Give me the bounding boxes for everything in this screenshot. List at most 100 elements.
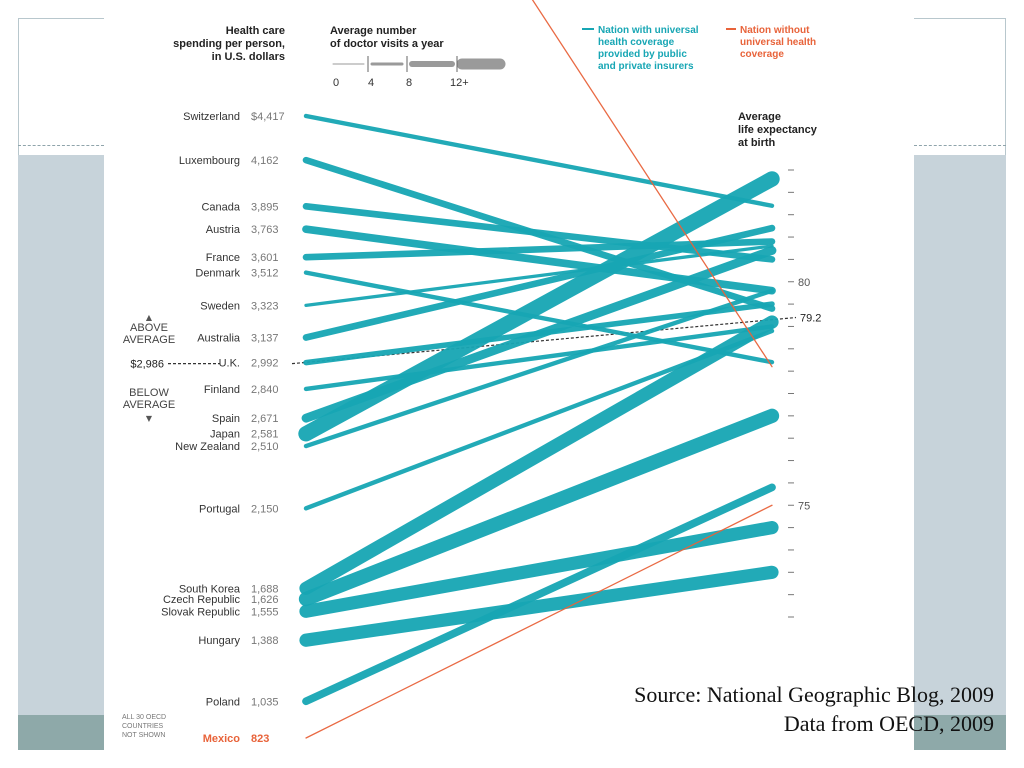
spending-value-label: 1,688 bbox=[251, 583, 279, 595]
spending-value-label: 2,581 bbox=[251, 429, 279, 441]
slide-band-right bbox=[914, 155, 1006, 750]
spending-value-label: 2,840 bbox=[251, 384, 279, 396]
legend-universal-label: provided by public bbox=[598, 49, 687, 60]
series-line bbox=[299, 520, 779, 618]
spending-value-label: 3,895 bbox=[251, 201, 279, 213]
visits-header-line: of doctor visits a year bbox=[330, 38, 444, 50]
source-line-2: Data from OECD, 2009 bbox=[783, 711, 994, 736]
below-arrow-icon: ▼ bbox=[146, 414, 153, 423]
series-line bbox=[302, 483, 776, 706]
spending-value-label: 3,601 bbox=[251, 252, 279, 264]
above-average-label: ABOVE bbox=[130, 322, 168, 334]
source-caption: Source: National Geographic Blog, 2009 D… bbox=[634, 680, 994, 738]
legend-non-universal-label: universal health bbox=[740, 37, 816, 48]
country-label: Canada bbox=[201, 201, 240, 213]
footnote-line: NOT SHOWN bbox=[122, 732, 165, 739]
right-axis-tick-label: 75 bbox=[798, 500, 810, 512]
country-label: Finland bbox=[204, 384, 240, 396]
country-label: Japan bbox=[210, 429, 240, 441]
country-label: Mexico bbox=[203, 733, 241, 745]
slide-band-left bbox=[18, 155, 104, 750]
series-line bbox=[298, 171, 780, 442]
series-line bbox=[303, 324, 775, 392]
slide-band-left-accent bbox=[18, 715, 104, 750]
footnote-line: ALL 30 OECD bbox=[122, 714, 166, 721]
country-label: New Zealand bbox=[175, 441, 240, 453]
legend-universal-label: health coverage bbox=[598, 37, 675, 48]
above-arrow-icon: ▲ bbox=[146, 313, 153, 322]
spending-header-line: in U.S. dollars bbox=[212, 51, 285, 63]
country-label: Australia bbox=[197, 333, 241, 345]
spending-value-label: 2,510 bbox=[251, 441, 279, 453]
below-average-label: BELOW bbox=[129, 387, 169, 399]
slide-divider-left bbox=[18, 145, 104, 146]
spending-value-label: 3,512 bbox=[251, 268, 279, 280]
series-line bbox=[299, 565, 779, 647]
average-dash-line bbox=[291, 316, 797, 365]
series-line bbox=[531, 0, 773, 368]
country-label: Luxembourg bbox=[179, 155, 240, 167]
footnote-line: COUNTRIES bbox=[122, 723, 164, 730]
above-average-label: AVERAGE bbox=[123, 334, 175, 346]
spending-value-label: $4,417 bbox=[251, 111, 285, 123]
slide-band-right-accent bbox=[914, 715, 1006, 750]
spending-value-label: 3,323 bbox=[251, 300, 279, 312]
average-spending-label: $2,986 bbox=[130, 359, 164, 371]
average-life-label: 79.2 bbox=[800, 313, 821, 325]
country-label: U.K. bbox=[219, 358, 240, 370]
spending-header-line: spending per person, bbox=[173, 38, 285, 50]
country-label: South Korea bbox=[179, 583, 241, 595]
spending-header-line: Health care bbox=[226, 25, 285, 37]
series-line bbox=[304, 244, 774, 307]
spending-value-label: 1,555 bbox=[251, 606, 279, 618]
legend-universal-label: Nation with universal bbox=[598, 25, 699, 36]
series-line bbox=[302, 224, 776, 341]
country-label: Slovak Republic bbox=[161, 606, 240, 618]
country-label: Switzerland bbox=[183, 111, 240, 123]
country-label: Portugal bbox=[199, 503, 240, 515]
country-label: Hungary bbox=[198, 635, 240, 647]
life-header-line: life expectancy bbox=[738, 124, 818, 136]
spending-value-label: 1,626 bbox=[251, 594, 279, 606]
spending-value-label: 2,992 bbox=[251, 358, 279, 370]
spending-value-label: 1,388 bbox=[251, 635, 279, 647]
series-line bbox=[305, 504, 773, 739]
series-line bbox=[303, 270, 775, 365]
visits-scale-tick: 8 bbox=[406, 77, 412, 89]
series-line bbox=[303, 288, 775, 449]
life-header-line: Average bbox=[738, 111, 781, 123]
right-axis-tick-label: 80 bbox=[798, 277, 810, 289]
slide-divider-right bbox=[914, 145, 1006, 146]
country-label: Czech Republic bbox=[163, 594, 241, 606]
spending-value-label: 2,671 bbox=[251, 413, 279, 425]
chart-panel bbox=[104, 0, 914, 768]
visits-scale-tick: 0 bbox=[333, 77, 339, 89]
country-label: Sweden bbox=[200, 300, 240, 312]
country-label: Poland bbox=[206, 696, 240, 708]
country-label: Austria bbox=[206, 224, 241, 236]
country-label: France bbox=[206, 252, 240, 264]
life-header-line: at birth bbox=[738, 137, 776, 149]
spending-value-label: 823 bbox=[251, 733, 269, 745]
spending-value-label: 3,763 bbox=[251, 224, 279, 236]
series-line bbox=[302, 203, 776, 263]
country-label: Spain bbox=[212, 413, 240, 425]
series-line bbox=[303, 113, 775, 208]
spending-value-label: 3,137 bbox=[251, 333, 279, 345]
spending-value-label: 1,035 bbox=[251, 696, 279, 708]
spending-value-label: 4,162 bbox=[251, 155, 279, 167]
spending-value-label: 2,150 bbox=[251, 503, 279, 515]
legend-non-universal-label: Nation without bbox=[740, 25, 810, 36]
visits-header-line: Average number bbox=[330, 25, 417, 37]
series-line bbox=[299, 315, 779, 595]
legend-non-universal-label: coverage bbox=[740, 49, 784, 60]
legend-universal-label: and private insurers bbox=[598, 61, 694, 72]
country-label: Denmark bbox=[195, 268, 240, 280]
visits-scale-tick: 12+ bbox=[450, 77, 469, 89]
source-line-1: Source: National Geographic Blog, 2009 bbox=[634, 682, 994, 707]
visits-scale-tick: 4 bbox=[368, 77, 374, 89]
below-average-label: AVERAGE bbox=[123, 399, 175, 411]
series-line bbox=[298, 408, 780, 607]
